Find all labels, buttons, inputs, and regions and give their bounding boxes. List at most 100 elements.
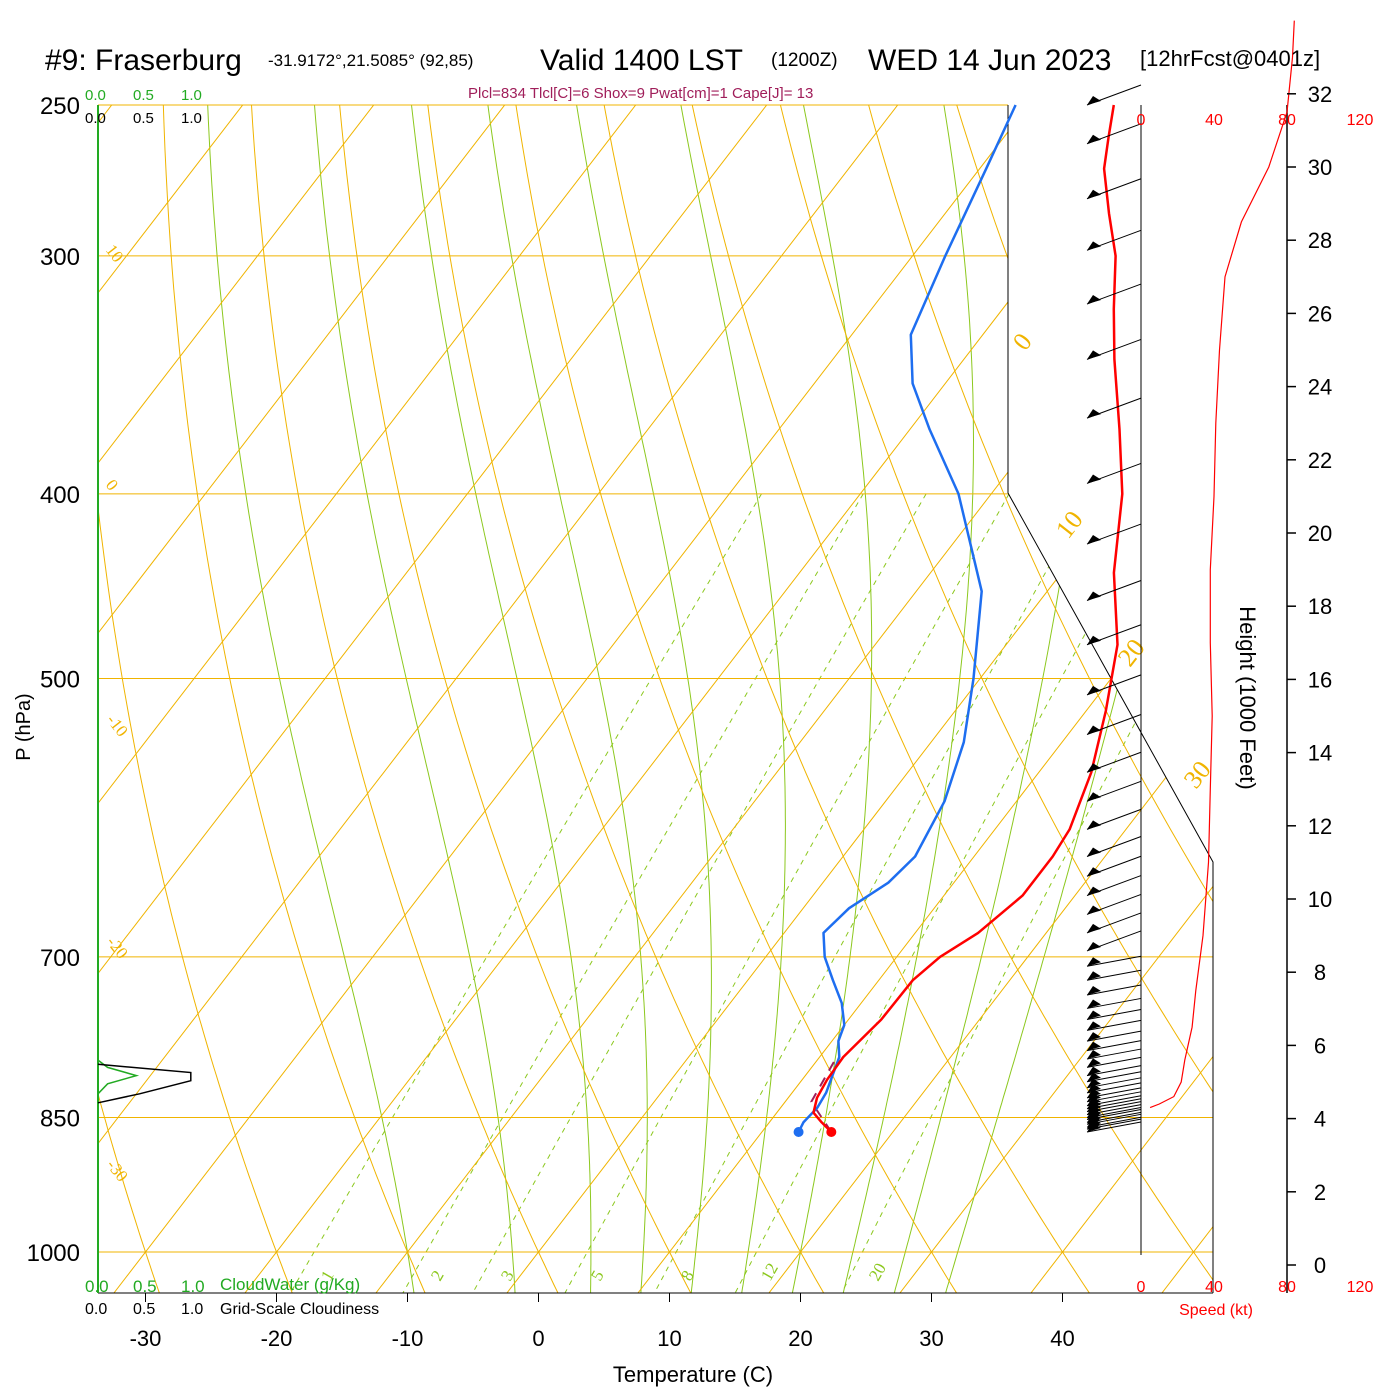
speed-tick-top-1: 40 [1205,112,1223,129]
x-tick-label: -20 [261,1326,293,1351]
wind-barb [1086,1048,1142,1060]
cloud-scale-bottom: 0.0 0.5 1.0 CloudWater (g/Kg) 0.0 0.5 1.… [85,1275,379,1318]
isotherm-0 [506,105,1213,1293]
valid-time: Valid 1400 LST [540,44,743,77]
stability-indices: Plcl=834 Tlcl[C]=6 Shox=9 Pwat[cm]=1 Cap… [468,85,813,102]
wind-barb [1086,955,1142,967]
station-name: #9: Fraserburg [45,44,242,77]
isotherm-50 [1161,105,1213,1293]
temperature-line [812,104,1124,1133]
x-tick-label: 20 [788,1326,812,1351]
wind-barb [1086,1091,1142,1103]
height-tick-label: 6 [1314,1033,1326,1058]
wind-barb [1086,751,1142,773]
pressure-tick-label: 400 [40,482,80,509]
wind-barb [1086,338,1142,360]
moist-adiabat-8 [483,105,648,1293]
isotherm--30 [113,105,1045,1293]
x-axis-label: Temperature (C) [613,1362,773,1387]
wind-barb [1086,912,1142,934]
mixing-ratio-label: 8 [677,1267,698,1284]
cloudwater-tick-1: 0.5 [133,87,154,104]
surface-temperature-point [826,1127,837,1138]
forecast-date: WED 14 Jun 2023 [868,44,1111,77]
wind-barb [1086,836,1142,857]
height-tick-label: 30 [1308,155,1332,180]
x-tick-label: -10 [392,1326,424,1351]
wind-barb [1086,462,1142,484]
height-tick-label: 12 [1308,814,1332,839]
parcel-line [810,1056,838,1133]
moist-adiabat--10 [206,105,417,1293]
forecast-info: [12hrFcst@0401z] [1140,46,1320,71]
height-tick-label: 14 [1308,741,1332,766]
cloudiness-tick-0: 0.0 [85,110,106,127]
dry-adiabat-label: -10 [103,711,132,741]
wind-barb [1086,283,1142,305]
wind-barb [1086,1082,1142,1094]
pressure-tick-label: 850 [40,1106,80,1133]
moist-adiabats [206,105,1213,1293]
station-coords: -31.9172°,21.5085° (92,85) [268,51,473,70]
height-tick-label: 24 [1308,375,1332,400]
speed-axis-label: Speed (kt) [1179,1302,1253,1319]
dry-adiabat--10 [161,105,431,1293]
mixing-ratio-5 [560,493,1010,1293]
wind-barb [1086,997,1142,1009]
surface-dewpoint-point [793,1127,804,1138]
dry-adiabat-label: 10 [102,241,127,266]
moist-adiabat-24 [839,105,975,1293]
speed-scale-top: 0 40 80 120 [1137,112,1374,129]
cloudwater-label: CloudWater (g/Kg) [220,1275,360,1294]
wind-barb [1086,624,1142,646]
wind-barb [1086,178,1142,200]
speed-tick-bottom-0: 0 [1137,1279,1146,1296]
x-tick-label: 10 [657,1326,681,1351]
mixing-ratio-12 [730,493,1162,1293]
speed-profile [1149,20,1295,1109]
isotherm--90 [98,105,259,1293]
cloudwater-tick-bottom-2: 1.0 [181,1277,205,1296]
isotherm--50 [98,105,783,1293]
mixing-ratio-2 [398,493,864,1293]
pressure-tick-label: 700 [40,945,80,972]
height-tick-label: 20 [1308,521,1332,546]
mixing-ratio-lines [285,493,1213,1293]
height-tick-label: 28 [1308,228,1332,253]
x-tick-label: 0 [532,1326,544,1351]
cloudiness-profile [97,1063,192,1104]
moist-adiabat-12 [570,105,712,1293]
wind-barb [1086,930,1142,952]
cloudiness-tick-bottom-2: 1.0 [181,1301,203,1318]
dry-adiabat-50 [684,105,1213,1293]
speed-panel [1140,20,1295,1293]
dry-adiabat-70 [859,105,1213,1293]
wind-barbs [1086,84,1142,1133]
wind-barb [1086,1095,1142,1107]
mixing-ratio-1 [285,493,762,1293]
wind-barb [1086,1077,1142,1089]
cloudiness-tick-bottom-1: 0.5 [133,1301,155,1318]
dry-adiabat-0 [249,105,564,1293]
wind-barb [1086,1065,1142,1077]
isobars [98,104,1213,1253]
wind-barb [1086,855,1142,877]
wind-barb [1086,523,1142,545]
dry-adiabat-20 [423,105,831,1293]
cloudiness-label: Grid-Scale Cloudiness [220,1301,379,1318]
wind-barb [1086,84,1142,106]
dry-adiabat-30 [510,105,964,1293]
mixing-ratio-label: 5 [587,1267,608,1284]
cloudwater-tick-0: 0.0 [85,87,106,104]
wind-barb [1086,984,1142,996]
wind-barb [1086,397,1142,419]
isotherm-40 [1030,105,1213,1293]
cloudiness-tick-2: 1.0 [181,110,202,127]
dry-adiabat-label: -30 [103,1156,132,1186]
wind-barb [1086,1030,1142,1042]
dry-adiabat-10 [336,105,697,1293]
x-tick-label: -30 [130,1326,162,1351]
y-axis-label: P (hPa) [13,693,35,760]
moist-adiabat-28 [889,105,1096,1293]
isotherm--80 [98,105,390,1293]
